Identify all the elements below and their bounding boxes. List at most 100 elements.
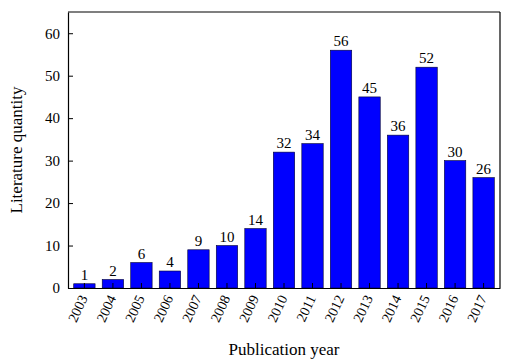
x-tick: 2010 — [265, 283, 290, 325]
bar — [74, 284, 95, 288]
data-label: 14 — [248, 212, 264, 228]
x-axis-title: Publication year — [229, 340, 340, 359]
x-tick-mark — [141, 283, 142, 288]
data-label: 10 — [219, 229, 234, 245]
y-tick-mark — [68, 161, 73, 162]
x-tick: 2015 — [407, 283, 432, 325]
x-tick-label: 2011 — [294, 293, 319, 324]
y-tick: 50 — [45, 68, 73, 84]
bar — [188, 250, 209, 288]
bar — [216, 246, 237, 288]
bar — [302, 144, 323, 288]
x-tick: 2009 — [236, 283, 261, 325]
plot: 1264910143234564536523026010203040506020… — [45, 12, 501, 325]
x-tick-label: 2015 — [407, 293, 432, 325]
data-label: 26 — [476, 161, 492, 177]
x-tick-label: 2003 — [65, 293, 90, 325]
data-label: 36 — [391, 118, 407, 134]
data-label: 9 — [195, 233, 203, 249]
bar — [102, 280, 123, 288]
x-tick: 2005 — [122, 283, 147, 325]
bar — [387, 135, 408, 288]
y-tick-mark — [68, 33, 73, 34]
y-tick: 10 — [45, 238, 73, 254]
y-tick-label: 10 — [45, 238, 60, 254]
x-tick-label: 2006 — [151, 293, 176, 325]
data-label: 34 — [305, 127, 321, 143]
y-tick-label: 50 — [45, 68, 60, 84]
y-tick-mark — [68, 246, 73, 247]
y-tick-mark — [68, 118, 73, 119]
x-tick-mark — [455, 283, 456, 288]
y-tick: 60 — [45, 26, 73, 42]
bar — [444, 161, 465, 288]
data-label: 52 — [419, 50, 434, 66]
frame — [499, 12, 500, 288]
bar — [131, 263, 152, 288]
x-tick: 2014 — [379, 283, 404, 325]
x-tick-mark — [284, 283, 285, 288]
y-tick-label: 20 — [45, 195, 60, 211]
y-axis-line — [68, 13, 69, 289]
x-tick-mark — [84, 283, 85, 288]
x-tick-label: 2008 — [208, 293, 233, 325]
x-tick: 2003 — [65, 283, 90, 325]
x-tick: 2016 — [436, 283, 461, 325]
data-label: 32 — [277, 135, 292, 151]
data-label: 45 — [362, 80, 377, 96]
x-tick-mark — [426, 283, 427, 288]
x-tick-label: 2004 — [94, 293, 119, 325]
chart: 1264910143234564536523026010203040506020… — [0, 0, 513, 363]
x-tick-mark — [398, 283, 399, 288]
y-tick: 40 — [45, 110, 73, 126]
x-tick: 2013 — [350, 283, 375, 325]
bar — [159, 271, 180, 288]
bar — [245, 229, 266, 288]
data-label: 30 — [448, 144, 463, 160]
x-tick: 2012 — [322, 283, 347, 325]
x-tick-label: 2005 — [122, 293, 147, 325]
y-tick: 30 — [45, 153, 73, 169]
data-labels: 1264910143234564536523026 — [81, 33, 492, 283]
x-tick-mark — [369, 283, 370, 288]
y-axis-title: Literature quantity — [7, 86, 26, 213]
x-tick-label: 2013 — [350, 293, 375, 325]
x-axis: 2003200420052006200720082009201020112012… — [65, 283, 500, 325]
y-tick-mark — [68, 76, 73, 77]
y-tick-label: 0 — [53, 280, 61, 296]
bar — [416, 67, 437, 288]
x-tick-mark — [198, 283, 199, 288]
bar — [473, 178, 494, 288]
x-tick: 2006 — [151, 283, 176, 325]
data-label: 6 — [138, 246, 146, 262]
y-tick-mark — [68, 203, 73, 204]
frame — [68, 11, 500, 12]
x-tick-label: 2016 — [436, 293, 461, 325]
bar — [330, 50, 351, 288]
x-axis-line — [69, 288, 501, 289]
x-tick: 2017 — [464, 283, 489, 325]
y-tick-label: 30 — [45, 153, 60, 169]
y-tick: 20 — [45, 195, 73, 211]
data-label: 2 — [109, 263, 117, 279]
x-tick: 2011 — [294, 283, 319, 324]
bars — [74, 50, 495, 288]
x-tick-mark — [226, 283, 227, 288]
x-tick: 2007 — [179, 283, 204, 325]
x-tick: 2004 — [94, 283, 119, 325]
y-tick-label: 60 — [45, 26, 60, 42]
bar — [273, 152, 294, 288]
x-tick: 2008 — [208, 283, 233, 325]
x-tick-mark — [112, 283, 113, 288]
x-tick-mark — [312, 283, 313, 288]
x-tick-mark — [169, 283, 170, 288]
data-label: 1 — [81, 267, 89, 283]
data-label: 56 — [334, 33, 350, 49]
x-tick-label: 2010 — [265, 293, 290, 325]
x-tick-label: 2009 — [236, 293, 261, 325]
x-tick-mark — [483, 283, 484, 288]
y-tick-label: 40 — [45, 110, 60, 126]
x-tick-label: 2014 — [379, 293, 404, 325]
bar — [359, 97, 380, 288]
x-tick-label: 2007 — [179, 293, 204, 325]
